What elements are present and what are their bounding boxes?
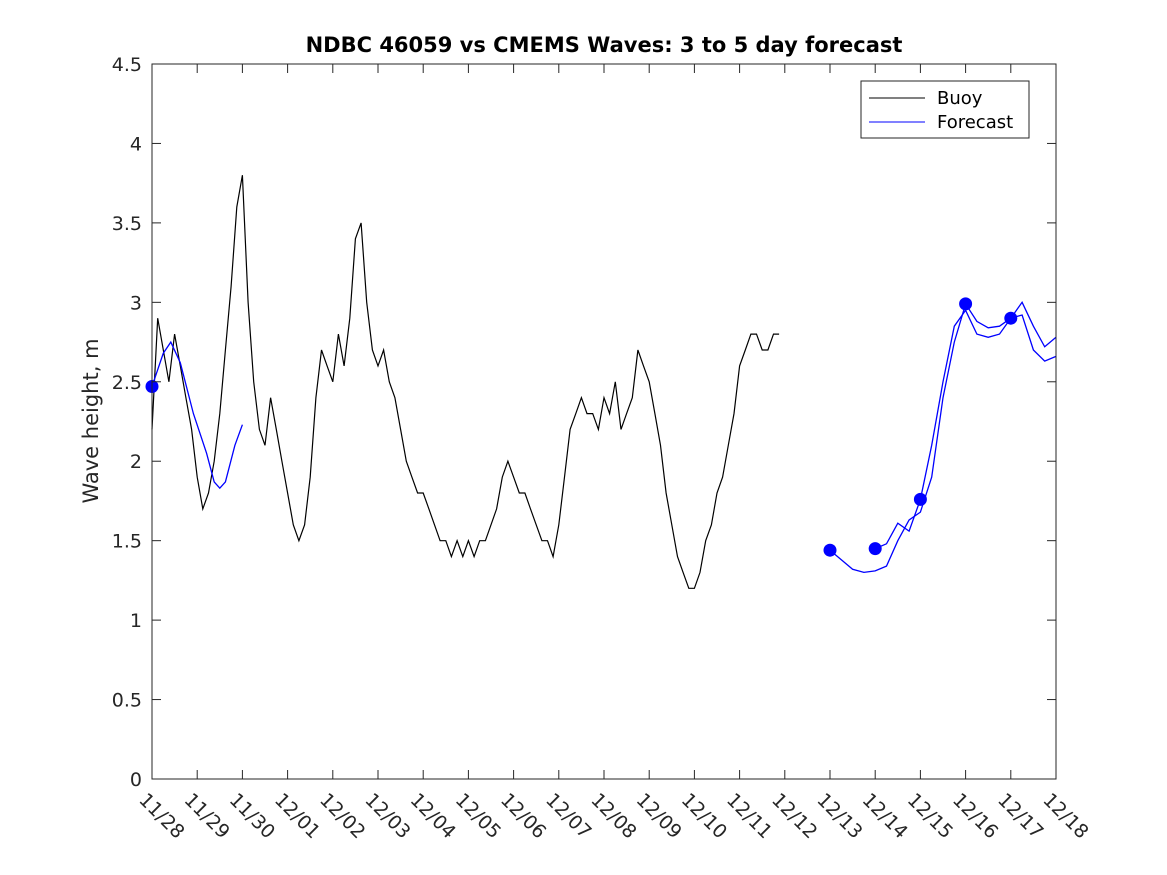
forecast-marker-2 [823, 543, 837, 557]
legend: Buoy Forecast [860, 80, 1030, 139]
y-tick-label-8: 4 [130, 133, 142, 155]
plot-area [152, 64, 1056, 779]
series-line-forecast-1 [151, 340, 244, 490]
y-tick-label-4: 2 [130, 451, 142, 473]
series-line-forecast-2 [829, 301, 1057, 574]
forecast-marker-6 [1004, 311, 1018, 325]
y-tick-label-1: 0.5 [112, 690, 142, 712]
legend-label-forecast: Forecast [937, 112, 1013, 133]
forecast-marker-5 [959, 297, 973, 311]
y-tick-label-0: 0 [130, 769, 142, 791]
y-tick-label-9: 4.5 [112, 54, 142, 76]
legend-label-buoy: Buoy [937, 88, 983, 109]
series-line-buoy [151, 175, 780, 589]
forecast-marker-4 [913, 492, 927, 506]
y-axis-label: Wave height, m [79, 338, 103, 503]
y-tick-label-7: 3.5 [112, 213, 142, 235]
y-tick-label-6: 3 [130, 292, 142, 314]
series-layer [145, 175, 1057, 589]
forecast-marker-3 [868, 542, 882, 556]
y-tick-label-5: 2.5 [112, 372, 142, 394]
y-tick-label-2: 1 [130, 610, 142, 632]
chart-title: NDBC 46059 vs CMEMS Waves: 3 to 5 day fo… [306, 33, 903, 57]
legend-box [860, 80, 1030, 139]
y-tick-label-3: 1.5 [112, 531, 142, 553]
